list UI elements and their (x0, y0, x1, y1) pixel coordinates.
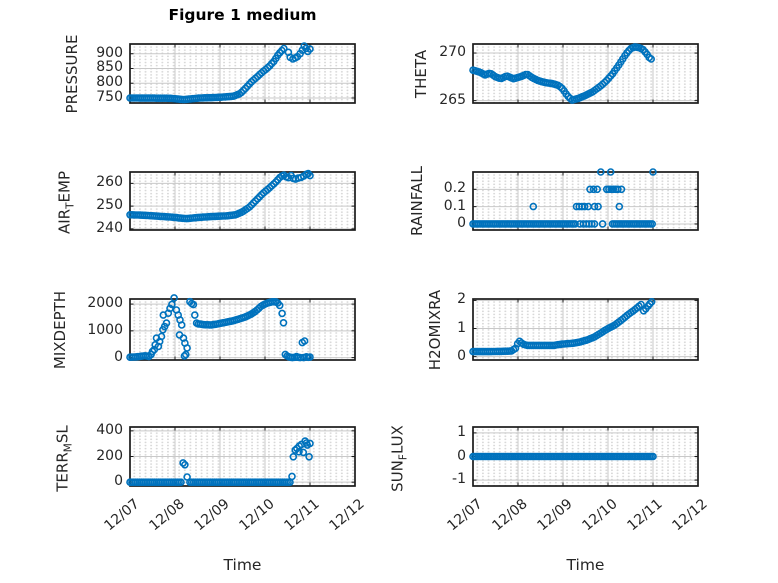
y-tick-label: 850 (96, 59, 123, 76)
y-tick-label: 750 (96, 88, 123, 105)
y-axis-label-SUN_FLUX: SUNFLUX (388, 424, 410, 492)
plot-area-PRESSURE (126, 42, 356, 104)
axes-AIR_TEMP (126, 169, 356, 231)
y-tick-label: 0 (457, 214, 466, 231)
plot-area-THETA (469, 43, 699, 104)
data-markers-H2OMIXRA (469, 297, 656, 356)
y-tick-label: 800 (96, 74, 123, 91)
axes-THETA (469, 43, 699, 104)
y-tick-label: 1 (457, 423, 466, 440)
axes-RAINFALL (469, 168, 699, 231)
y-tick-label: 0.2 (443, 180, 466, 197)
data-markers-AIR_TEMP (126, 169, 314, 223)
y-tick-label: 265 (439, 91, 466, 108)
figure-title: Figure 1 medium (168, 6, 317, 24)
y-tick-label: -1 (452, 471, 466, 488)
data-markers-RAINFALL (469, 168, 657, 228)
data-markers-TERR_MSL (126, 437, 314, 487)
y-axis-label-TERR_MSL: TERRMSL (53, 424, 75, 492)
y-tick-label: 0 (114, 348, 123, 365)
x-axis-label-left: Time (223, 556, 262, 574)
data-markers-MIXDEPTH (126, 294, 314, 362)
axes-H2OMIXRA (469, 297, 699, 361)
y-tick-label: 270 (439, 44, 466, 61)
plot-area-H2OMIXRA (469, 297, 699, 361)
y-tick-label: 240 (96, 219, 123, 236)
y-tick-label: 0 (457, 347, 466, 364)
y-tick-label: 2000 (87, 295, 123, 312)
data-markers-THETA (469, 43, 655, 104)
y-tick-label: 900 (96, 44, 123, 61)
y-tick-label: 0.1 (443, 197, 466, 214)
x-tick-label: 12/12 (326, 496, 368, 535)
y-axis-label-H2OMIXRA: H2OMIXRA (426, 289, 444, 370)
y-tick-label: 1 (457, 319, 466, 336)
axes-SUN_FLUX (469, 426, 699, 487)
plot-area-TERR_MSL (126, 426, 356, 487)
plot-area-MIXDEPTH (126, 294, 356, 362)
y-tick-label: 1000 (87, 321, 123, 338)
y-tick-label: 2 (457, 291, 466, 308)
plot-area-SUN_FLUX (469, 426, 699, 487)
y-tick-label: 0 (457, 447, 466, 464)
data-markers-PRESSURE (126, 42, 314, 104)
plot-area-AIR_TEMP (126, 169, 356, 231)
y-tick-label: 260 (96, 174, 123, 191)
y-axis-label-RAINFALL: RAINFALL (408, 166, 426, 236)
y-tick-label: 0 (114, 473, 123, 490)
y-tick-label: 400 (96, 421, 123, 438)
axes-MIXDEPTH (126, 294, 356, 362)
y-tick-label: 200 (96, 447, 123, 464)
axes-PRESSURE (126, 42, 356, 104)
plot-area-RAINFALL (469, 168, 699, 231)
x-tick-label: 12/12 (669, 496, 711, 535)
axes-TERR_MSL (126, 426, 356, 487)
x-axis-label-right: Time (566, 556, 605, 574)
data-markers-SUN_FLUX (469, 452, 657, 461)
y-tick-label: 250 (96, 197, 123, 214)
